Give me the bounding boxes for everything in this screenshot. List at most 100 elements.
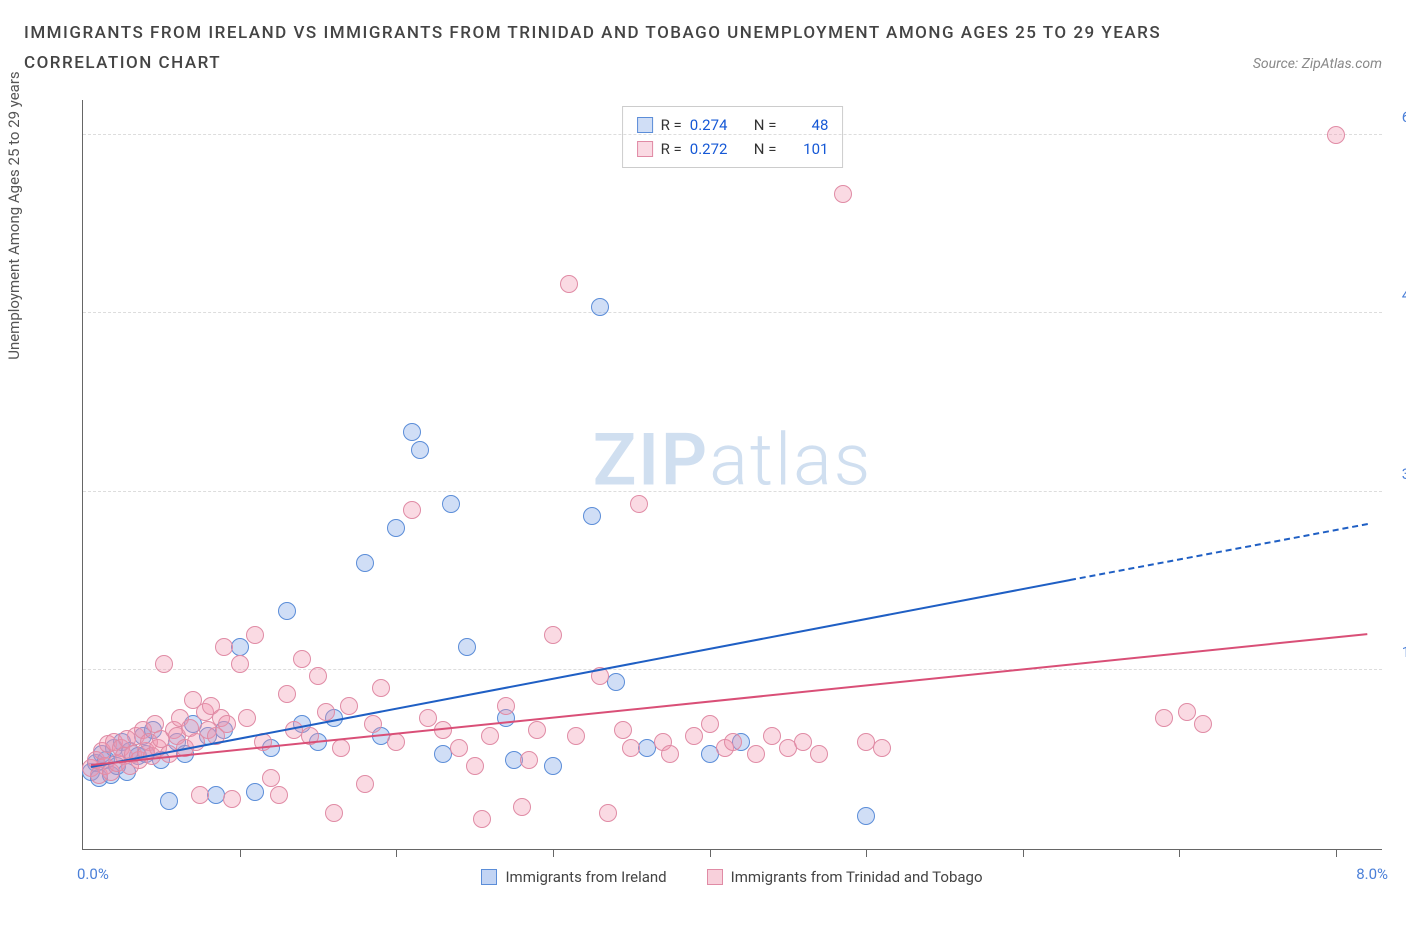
data-point [160, 792, 178, 810]
y-tick-label: 30.0% [1402, 465, 1406, 483]
y-tick-label: 45.0% [1402, 286, 1406, 304]
x-tick [396, 849, 397, 857]
data-point [466, 757, 484, 775]
stats-row: R = 0.272 N = 101 [637, 137, 829, 161]
x-tick [710, 849, 711, 857]
legend-swatch [707, 869, 723, 885]
legend: Immigrants from Ireland Immigrants from T… [82, 868, 1382, 886]
watermark-light: atlas [709, 417, 872, 502]
stat-r-value: 0.272 [690, 137, 734, 161]
y-axis-label: Unemployment Among Ages 25 to 29 years [5, 71, 23, 359]
data-point [583, 507, 601, 525]
data-point [238, 709, 256, 727]
series-swatch [637, 141, 653, 157]
data-point [810, 745, 828, 763]
data-point [278, 685, 296, 703]
data-point [747, 745, 765, 763]
chart-title-line2: CORRELATION CHART [24, 53, 221, 73]
x-tick [1023, 849, 1024, 857]
data-point [1178, 703, 1196, 721]
data-point [567, 727, 585, 745]
stat-r-label: R = [661, 137, 682, 161]
data-point [1155, 709, 1173, 727]
data-point [591, 298, 609, 316]
data-point [442, 495, 460, 513]
x-tick [553, 849, 554, 857]
data-point [364, 715, 382, 733]
legend-item: Immigrants from Ireland [481, 868, 666, 886]
chart-title-line1: IMMIGRANTS FROM IRELAND VS IMMIGRANTS FR… [24, 18, 1382, 49]
chart-container: Unemployment Among Ages 25 to 29 years Z… [24, 100, 1382, 890]
data-point [278, 602, 296, 620]
watermark: ZIPatlas [593, 417, 873, 502]
data-point [411, 441, 429, 459]
data-point [419, 709, 437, 727]
data-point [403, 423, 421, 441]
stats-box: R =0.274N =48R =0.272N =101 [622, 106, 844, 168]
data-point [520, 751, 538, 769]
data-point [340, 697, 358, 715]
data-point [599, 804, 617, 822]
gridline [83, 312, 1382, 313]
data-point [685, 727, 703, 745]
source-label: Source: ZipAtlas.com [1253, 56, 1382, 72]
x-tick [866, 849, 867, 857]
data-point [481, 727, 499, 745]
data-point [387, 519, 405, 537]
data-point [309, 667, 327, 685]
data-point [218, 715, 236, 733]
gridline [83, 669, 1382, 670]
data-point [270, 786, 288, 804]
stat-n-value: 101 [784, 137, 828, 161]
gridline [83, 134, 1382, 135]
data-point [246, 783, 264, 801]
data-point [701, 715, 719, 733]
data-point [223, 790, 241, 808]
data-point [458, 638, 476, 656]
data-point [724, 733, 742, 751]
data-point [661, 745, 679, 763]
series-swatch [637, 117, 653, 133]
data-point [372, 679, 390, 697]
data-point [834, 185, 852, 203]
data-point [387, 733, 405, 751]
gridline [83, 491, 1382, 492]
plot-area: ZIPatlas R =0.274N =48R =0.272N =101 0.0… [82, 100, 1382, 850]
data-point [332, 739, 350, 757]
data-point [262, 769, 280, 787]
data-point [317, 703, 335, 721]
data-point [473, 810, 491, 828]
data-point [231, 655, 249, 673]
data-point [191, 786, 209, 804]
data-point [513, 798, 531, 816]
data-point [794, 733, 812, 751]
data-point [1194, 715, 1212, 733]
data-point [607, 673, 625, 691]
trend-line-dashed [1070, 523, 1368, 581]
x-tick [1336, 849, 1337, 857]
data-point [544, 626, 562, 644]
data-point [403, 501, 421, 519]
y-tick-label: 60.0% [1402, 108, 1406, 126]
data-point [622, 739, 640, 757]
data-point [356, 775, 374, 793]
data-point [231, 638, 249, 656]
data-point [356, 554, 374, 572]
stat-n-label: N = [754, 137, 777, 161]
data-point [873, 739, 891, 757]
data-point [544, 757, 562, 775]
data-point [450, 739, 468, 757]
data-point [155, 655, 173, 673]
x-tick [1179, 849, 1180, 857]
data-point [246, 626, 264, 644]
legend-label: Immigrants from Ireland [505, 868, 666, 886]
data-point [614, 721, 632, 739]
legend-item: Immigrants from Trinidad and Tobago [707, 868, 983, 886]
data-point [293, 650, 311, 668]
data-point [857, 807, 875, 825]
data-point [215, 638, 233, 656]
data-point [497, 697, 515, 715]
watermark-bold: ZIP [593, 417, 709, 502]
legend-swatch [481, 869, 497, 885]
data-point [325, 804, 343, 822]
